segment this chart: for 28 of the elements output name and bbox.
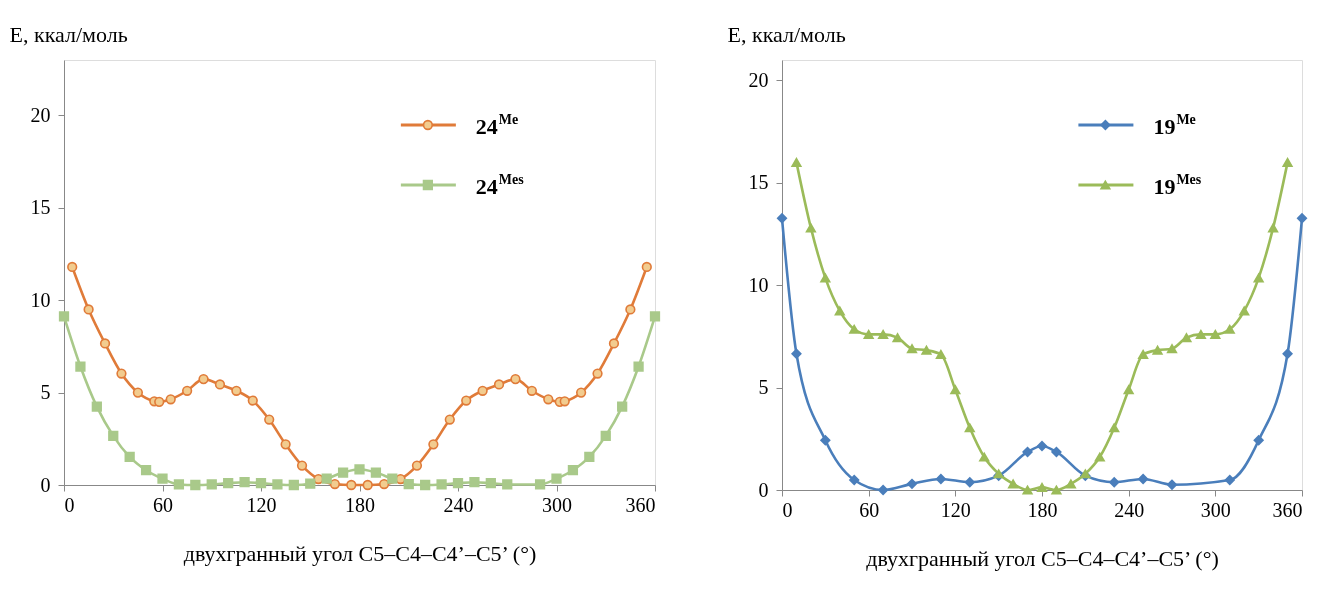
x-tick-label: 0	[64, 493, 75, 516]
x-axis-title: двухгранный угол C5–C4–C4’–C5’ (°)	[866, 545, 1219, 571]
x-tick-label: 60	[153, 493, 173, 516]
x-tick-label: 180	[1027, 498, 1058, 521]
y-tick-label: 20	[30, 103, 51, 126]
y-axis-title: E, ккал/моль	[9, 21, 128, 47]
x-tick-label: 360	[625, 493, 656, 516]
y-tick-label: 15	[30, 196, 51, 219]
x-tick-label: 0	[782, 498, 793, 521]
y-tick-label: 15	[748, 171, 769, 194]
x-axis-title: двухгранный угол C5–C4–C4’–C5’ (°)	[183, 540, 537, 566]
x-tick-label: 240	[443, 493, 474, 516]
x-tick-label: 300	[1200, 498, 1231, 521]
x-tick-label: 180	[345, 493, 375, 516]
x-tick-label: 300	[542, 493, 572, 516]
x-tick-label: 360	[1272, 498, 1303, 521]
y-axis-title: E, ккал/моль	[727, 21, 846, 47]
y-tick-label: 20	[748, 68, 769, 91]
x-tick-label: 60	[859, 498, 880, 521]
y-tick-label: 5	[758, 376, 769, 399]
x-tick-label: 120	[940, 498, 971, 521]
x-tick-label: 120	[246, 493, 277, 516]
y-tick-label: 5	[40, 381, 51, 404]
y-tick-label: 10	[30, 288, 51, 311]
y-tick-label: 0	[40, 473, 51, 496]
y-tick-label: 10	[748, 273, 769, 296]
y-tick-label: 0	[758, 478, 769, 501]
x-tick-label: 240	[1114, 498, 1145, 521]
